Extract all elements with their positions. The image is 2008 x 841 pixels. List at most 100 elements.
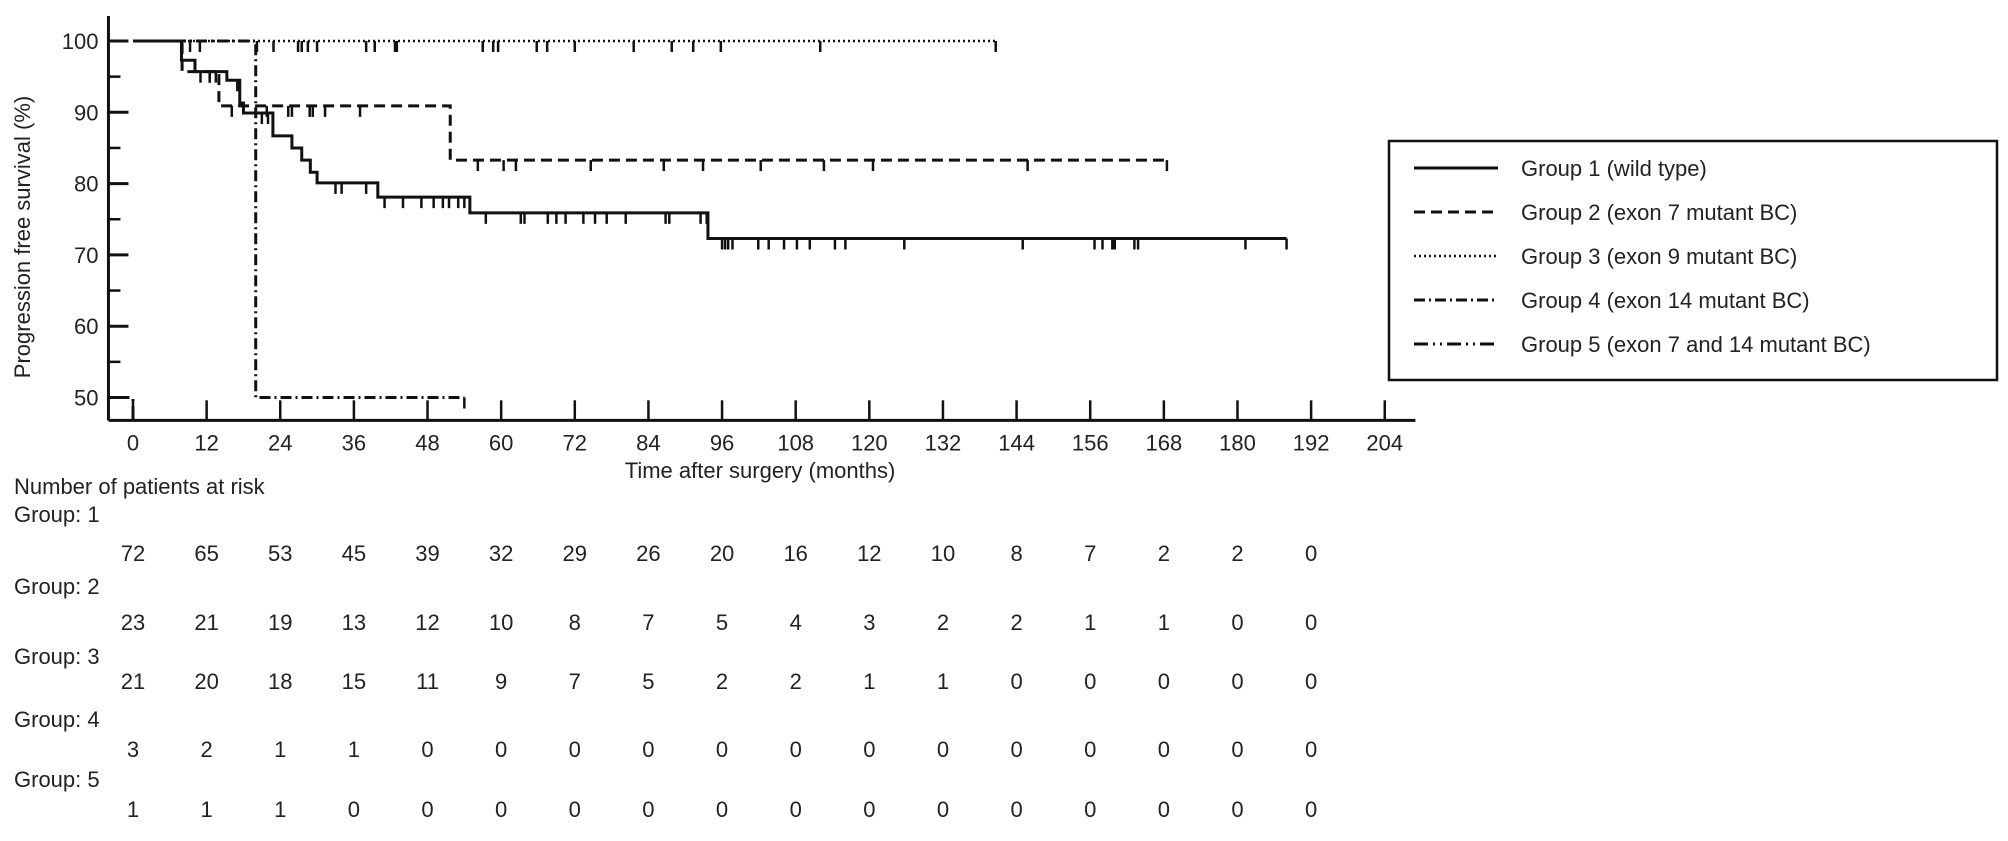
risk-count: 0 — [421, 737, 433, 762]
risk-count: 2 — [937, 610, 949, 635]
legend-label: Group 5 (exon 7 and 14 mutant BC) — [1521, 332, 1871, 357]
risk-count: 0 — [1305, 737, 1317, 762]
risk-count: 8 — [1010, 541, 1022, 566]
risk-count: 1 — [274, 797, 286, 822]
risk-count: 7 — [569, 669, 581, 694]
risk-count: 2 — [1158, 541, 1170, 566]
x-tick-label: 180 — [1219, 430, 1256, 455]
x-tick-label: 24 — [268, 430, 292, 455]
risk-count: 0 — [1084, 737, 1096, 762]
x-tick-label: 96 — [710, 430, 734, 455]
risk-count: 65 — [194, 541, 218, 566]
x-tick-label: 192 — [1293, 430, 1330, 455]
legend-label: Group 1 (wild type) — [1521, 156, 1707, 181]
x-tick-label: 84 — [636, 430, 660, 455]
risk-count: 0 — [790, 797, 802, 822]
risk-count: 12 — [415, 610, 439, 635]
risk-count: 45 — [342, 541, 366, 566]
y-tick-label: 50 — [74, 386, 98, 411]
risk-count: 0 — [1010, 797, 1022, 822]
risk-count: 0 — [937, 737, 949, 762]
y-tick-label: 80 — [74, 172, 98, 197]
risk-count: 1 — [274, 737, 286, 762]
risk-count: 0 — [1231, 737, 1243, 762]
risk-count: 0 — [1305, 541, 1317, 566]
risk-count: 0 — [1158, 669, 1170, 694]
risk-count: 13 — [342, 610, 366, 635]
risk-count: 0 — [495, 737, 507, 762]
legend-label: Group 4 (exon 14 mutant BC) — [1521, 288, 1810, 313]
risk-count: 0 — [1231, 797, 1243, 822]
risk-count: 0 — [1084, 797, 1096, 822]
risk-count: 2 — [1010, 610, 1022, 635]
risk-count: 1 — [1158, 610, 1170, 635]
legend-label: Group 3 (exon 9 mutant BC) — [1521, 244, 1797, 269]
risk-row-label: Group: 4 — [14, 707, 100, 732]
risk-count: 0 — [569, 797, 581, 822]
survival-curve-group-2 — [133, 39, 1167, 162]
risk-count: 1 — [201, 797, 213, 822]
risk-row-label: Group: 2 — [14, 574, 100, 599]
x-tick-label: 132 — [925, 430, 962, 455]
risk-count: 5 — [716, 610, 728, 635]
risk-count: 72 — [121, 541, 145, 566]
legend-label: Group 2 (exon 7 mutant BC) — [1521, 200, 1797, 225]
risk-count: 29 — [563, 541, 587, 566]
x-tick-label: 72 — [563, 430, 587, 455]
risk-count: 2 — [201, 737, 213, 762]
x-tick-label: 120 — [851, 430, 888, 455]
legend-box — [1387, 139, 1999, 382]
axes: 100 90 80 70 60 50 0 12 24 36 48 60 72 84 96 108 120 132 1… — [62, 16, 1416, 455]
risk-count: 7 — [1084, 541, 1096, 566]
risk-count: 4 — [790, 610, 802, 635]
y-axis-label: Progression free survival (%) — [10, 96, 35, 378]
risk-row-label: Group: 3 — [14, 644, 100, 669]
series-group-4 — [133, 39, 466, 409]
risk-count: 1 — [863, 669, 875, 694]
survival-curves — [108, 39, 1288, 421]
risk-count: 0 — [421, 797, 433, 822]
series-group-5 — [108, 396, 135, 421]
risk-count: 0 — [1305, 669, 1317, 694]
survival-curve-group-4 — [133, 39, 465, 399]
risk-count: 53 — [268, 541, 292, 566]
series-group-1 — [133, 39, 1288, 250]
risk-count: 0 — [1158, 737, 1170, 762]
legend: Group 1 (wild type) Group 2 (exon 7 mutan… — [1387, 139, 1999, 382]
risk-count: 2 — [716, 669, 728, 694]
risk-count: 0 — [1305, 610, 1317, 635]
y-tick-label: 90 — [74, 100, 98, 125]
risk-count: 0 — [348, 797, 360, 822]
risk-count: 0 — [1231, 669, 1243, 694]
x-tick-label: 108 — [777, 430, 814, 455]
risk-row-label: Group: 5 — [14, 767, 100, 792]
risk-count: 0 — [1010, 737, 1022, 762]
risk-count: 0 — [1158, 797, 1170, 822]
risk-count: 0 — [1305, 797, 1317, 822]
risk-count: 3 — [127, 737, 139, 762]
risk-count: 0 — [790, 737, 802, 762]
risk-count: 18 — [268, 669, 292, 694]
risk-count: 0 — [642, 737, 654, 762]
risk-count: 0 — [716, 797, 728, 822]
risk-count: 0 — [569, 737, 581, 762]
risk-table: Number of patients at risk Group: 172 65 5… — [14, 474, 1317, 822]
risk-count: 12 — [857, 541, 881, 566]
risk-count: 20 — [710, 541, 734, 566]
risk-count: 26 — [636, 541, 660, 566]
x-tick-label: 36 — [342, 430, 366, 455]
x-tick-label: 60 — [489, 430, 513, 455]
risk-count: 39 — [415, 541, 439, 566]
risk-count: 7 — [642, 610, 654, 635]
x-tick-label: 0 — [127, 430, 139, 455]
risk-count: 32 — [489, 541, 513, 566]
x-tick-label: 168 — [1145, 430, 1182, 455]
x-tick-label: 12 — [194, 430, 218, 455]
risk-count: 8 — [569, 610, 581, 635]
x-tick-label: 48 — [415, 430, 439, 455]
y-tick-label: 70 — [74, 243, 98, 268]
x-tick-label: 144 — [998, 430, 1035, 455]
risk-count: 0 — [863, 797, 875, 822]
risk-count: 0 — [495, 797, 507, 822]
